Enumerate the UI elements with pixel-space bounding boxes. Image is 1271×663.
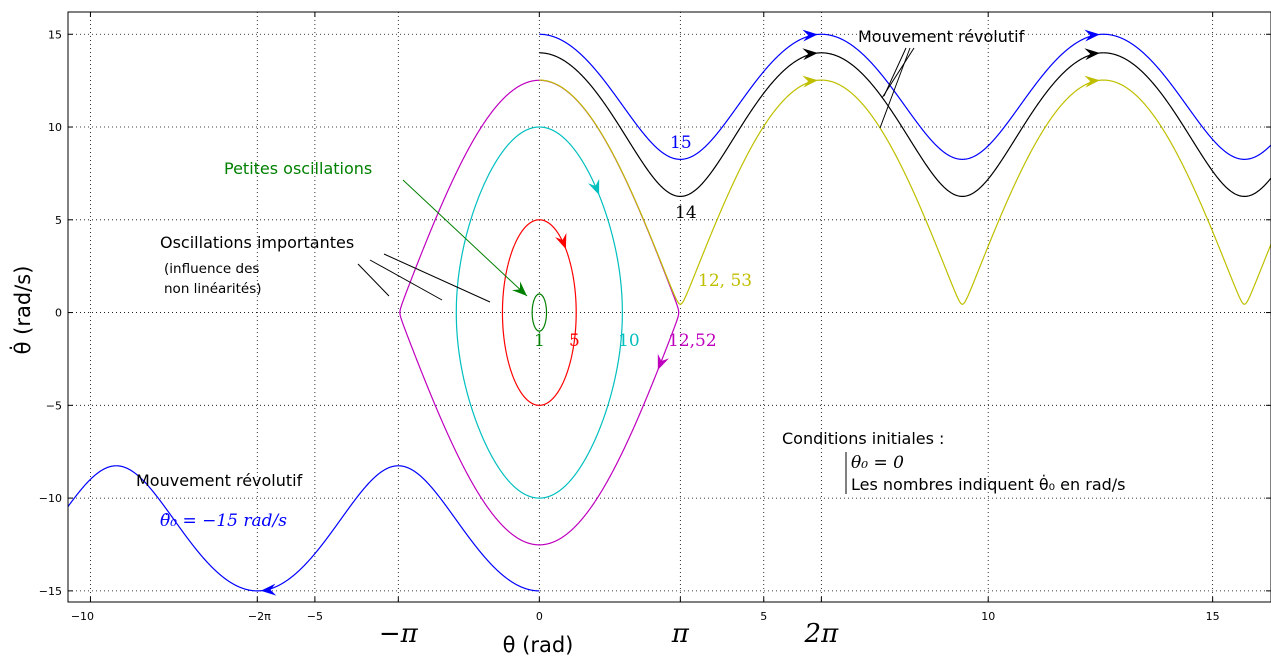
- trajectory-6: [539, 33, 1271, 160]
- x-tick-label-2: 0: [536, 610, 543, 623]
- trajectory-2: [455, 126, 623, 499]
- pointer-importantes-1: [383, 253, 491, 303]
- label-curve-5: 5: [569, 331, 580, 351]
- direction-arrow-7-0: [260, 583, 277, 596]
- pointer-importantes-2: [369, 259, 443, 301]
- x-tick-label-1: −5: [307, 610, 323, 623]
- label-curve-12-52: 12,52: [668, 331, 717, 351]
- x-pi-tick-label-0: −2π: [248, 610, 271, 623]
- direction-arrow-2-0: [587, 178, 600, 196]
- label-curve-12-53: 12, 53: [698, 271, 752, 291]
- x-tick-label-5: 15: [1206, 610, 1220, 623]
- direction-arrow-4-0: [802, 75, 818, 88]
- label-curve-minus-15: θ̇₀ = −15 rad/s: [160, 511, 287, 531]
- label-curve-15: 15: [670, 133, 692, 153]
- trajectory-5: [539, 52, 1271, 197]
- annotation-revolutif-bottom: Mouvement révolutif: [136, 471, 303, 490]
- y-tick-label-1: 10: [48, 121, 62, 134]
- y-tick-label-6: −15: [39, 585, 62, 598]
- y-tick-label-2: 5: [55, 214, 62, 227]
- trajectory-0: [531, 293, 548, 332]
- annotation-oscillations-importantes: Oscillations importantes: [160, 233, 354, 252]
- annotation-importantes-sub1: (influence des: [164, 261, 259, 277]
- pointer-petites-head: [511, 281, 527, 296]
- direction-arrow-5-0: [802, 48, 818, 61]
- x-tick-label-3: 5: [760, 610, 767, 623]
- direction-arrows: [260, 29, 1100, 596]
- plot-frame: [67, 11, 1271, 603]
- label-curve-1: 1: [534, 331, 545, 351]
- direction-arrow-6-0: [802, 29, 818, 42]
- y-tick-label-0: 15: [48, 28, 62, 41]
- direction-arrow-4-1: [1084, 75, 1100, 88]
- direction-arrow-3-0: [657, 353, 669, 371]
- x-pi-tick-label-1: −π: [379, 619, 419, 649]
- direction-arrow-6-1: [1084, 29, 1100, 42]
- direction-arrow-5-1: [1084, 48, 1100, 61]
- x-pi-tick-label-2: π: [671, 619, 690, 649]
- pointer-petites: [402, 179, 528, 297]
- trajectory-7: [68, 465, 540, 592]
- annotation-importantes-sub2: non linéarités): [164, 281, 262, 297]
- trajectories: [68, 33, 1271, 592]
- annotation-petites-oscillations: Petites oscillations: [224, 159, 372, 178]
- trajectory-1: [501, 219, 577, 406]
- y-tick-label-3: 0: [55, 307, 62, 320]
- y-tick-label-5: −10: [39, 492, 62, 505]
- x-axis-label: θ (rad): [503, 633, 574, 657]
- trajectory-3: [399, 79, 680, 546]
- annotation-revolutif-top: Mouvement révolutif: [858, 27, 1025, 46]
- trajectory-4: [539, 79, 1271, 305]
- y-tick-label-4: −5: [46, 399, 62, 412]
- y-axis-label: θ̇ (rad/s): [9, 266, 35, 355]
- label-curve-14: 14: [675, 203, 697, 223]
- x-tick-label-4: 10: [981, 610, 995, 623]
- annotation-conditions-title: Conditions initiales :: [782, 429, 944, 448]
- pointer-importantes-3: [357, 263, 390, 297]
- pointer-revolutif-1: [883, 47, 907, 97]
- x-tick-label-0: −10: [71, 610, 94, 623]
- direction-arrow-1-0: [555, 233, 567, 250]
- annotation-conditions-line1: θ₀ = 0: [851, 453, 904, 473]
- annotation-conditions-line2: Les nombres indiquent θ̇₀ en rad/s: [851, 475, 1126, 494]
- label-curve-10: 10: [618, 331, 640, 351]
- pointer-revolutif-3: [881, 47, 915, 99]
- x-pi-tick-label-3: 2π: [804, 619, 840, 649]
